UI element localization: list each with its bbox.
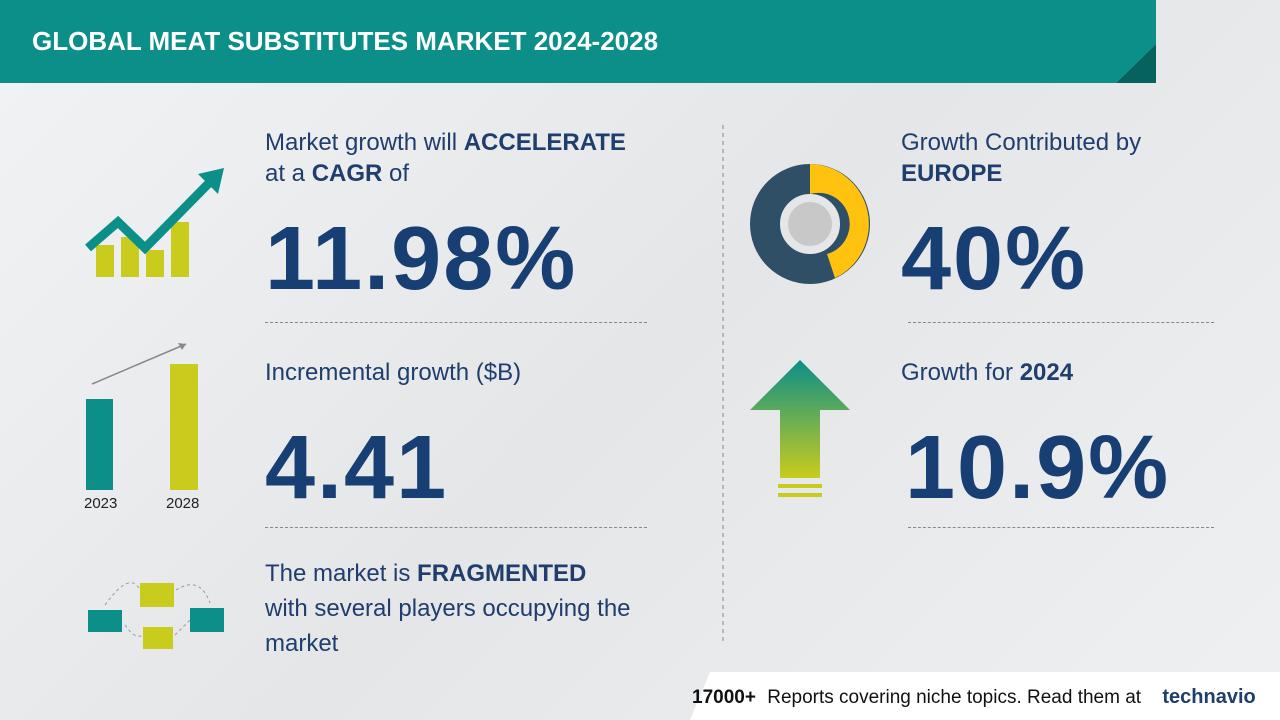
arrow-icon [750,360,850,497]
yoy-value: 10.9% [905,418,1171,518]
emphasis: EUROPE [901,160,1003,187]
text: at a [265,160,306,187]
bar-label: 2023 [84,495,118,512]
region-text: Growth Contributed by EUROPE [901,127,1201,189]
cagr-text: Market growth will ACCELERATE at a CAGR … [265,127,685,189]
brand[interactable]: technavio [1162,686,1256,708]
incremental-value: 4.41 [265,418,449,518]
emphasis: ACCELERATE [463,129,626,156]
separator [908,322,1214,323]
bar-icon [86,343,198,490]
bar-label: 2028 [166,495,200,512]
growth-icon [85,168,224,277]
separator [265,527,647,528]
footer-count: 17000+ [692,687,756,708]
header-bar [0,0,1156,83]
incremental-label: Incremental growth ($B) [265,359,522,386]
players-icon [88,582,224,649]
header-corner [1116,44,1156,83]
structure-text: The market is FRAGMENTED with several pl… [265,556,685,661]
separator [265,322,647,323]
emphasis: CAGR [311,160,383,187]
text: Market growth will [265,129,458,156]
text: Growth for [901,359,1014,386]
text: with several players occupying the marke… [265,595,631,657]
cagr-value: 11.98% [265,209,578,309]
separator [908,527,1214,528]
yoy-text: Growth for 2024 [901,357,1073,388]
emphasis: FRAGMENTED [417,560,587,587]
text: of [389,160,410,187]
text: The market is [265,560,411,587]
region-value: 40% [901,209,1088,309]
footer: 17000+ Reports covering niche topics. Re… [692,686,1256,709]
emphasis: 2024 [1019,359,1074,386]
footer-bar [690,672,1280,720]
text: Growth Contributed by [901,129,1142,156]
footer-text: Reports covering niche topics. Read them… [767,687,1142,708]
donut-icon [750,164,870,284]
title: GLOBAL MEAT SUBSTITUTES MARKET 2024-2028 [32,26,659,56]
